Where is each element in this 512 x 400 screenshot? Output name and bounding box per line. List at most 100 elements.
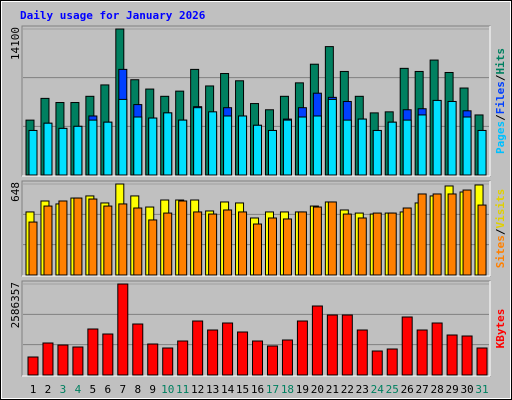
bar bbox=[461, 335, 473, 376]
legend-separator: / bbox=[494, 74, 507, 81]
x-tick-label: 20 bbox=[311, 383, 324, 396]
bar bbox=[312, 115, 322, 176]
bar bbox=[462, 189, 472, 276]
bar bbox=[58, 127, 68, 176]
x-tick-label: 26 bbox=[401, 383, 414, 396]
bar bbox=[58, 200, 68, 276]
bar bbox=[238, 211, 248, 276]
bar bbox=[371, 350, 383, 376]
x-tick-label: 8 bbox=[134, 383, 141, 396]
bar bbox=[28, 129, 38, 176]
bar bbox=[447, 193, 457, 276]
bar bbox=[327, 98, 337, 176]
bar bbox=[222, 322, 234, 376]
bar bbox=[342, 213, 352, 276]
bar bbox=[73, 125, 83, 176]
bar bbox=[28, 221, 38, 276]
x-tick-label: 31 bbox=[475, 383, 488, 396]
legend: Sites/Visits bbox=[494, 189, 507, 269]
chart-title: Daily usage for January 2026 bbox=[20, 9, 206, 22]
bar bbox=[208, 111, 218, 176]
bar bbox=[402, 119, 412, 176]
x-tick-label: 4 bbox=[75, 383, 82, 396]
bar bbox=[118, 203, 128, 276]
bar bbox=[282, 218, 292, 276]
x-tick-label: 1 bbox=[30, 383, 37, 396]
bar bbox=[162, 347, 174, 376]
bar bbox=[476, 347, 488, 376]
x-tick-label: 9 bbox=[149, 383, 156, 396]
bar bbox=[281, 339, 293, 376]
x-tick-label: 15 bbox=[236, 383, 249, 396]
bar bbox=[88, 119, 98, 176]
bar bbox=[148, 117, 158, 176]
legend-entry: Sites bbox=[494, 235, 507, 268]
bar bbox=[72, 346, 84, 376]
bar bbox=[477, 204, 487, 276]
bar bbox=[297, 116, 307, 176]
bar bbox=[208, 213, 218, 276]
legend-entry: Hits bbox=[494, 48, 507, 75]
bar bbox=[401, 316, 413, 376]
bar bbox=[163, 212, 173, 276]
x-tick-label: 5 bbox=[90, 383, 97, 396]
bar bbox=[43, 205, 53, 276]
x-tick-label: 30 bbox=[460, 383, 473, 396]
bar bbox=[296, 320, 308, 376]
legend-entry: KBytes bbox=[494, 309, 507, 349]
bar bbox=[402, 207, 412, 276]
legend-entry: Visits bbox=[494, 189, 507, 229]
x-tick-label: 14 bbox=[221, 383, 235, 396]
bar bbox=[42, 342, 54, 376]
bar bbox=[133, 207, 143, 276]
y-tick-label: 14100 bbox=[9, 27, 22, 60]
x-tick-label: 3 bbox=[60, 383, 67, 396]
bar bbox=[192, 320, 204, 376]
bar bbox=[178, 200, 188, 276]
bar bbox=[193, 211, 203, 276]
x-tick-label: 28 bbox=[431, 383, 444, 396]
x-tick-label: 13 bbox=[206, 383, 219, 396]
bar bbox=[372, 212, 382, 276]
bar bbox=[477, 129, 487, 176]
legend: Pages/Files/Hits bbox=[494, 48, 507, 154]
bar bbox=[357, 217, 367, 276]
bar bbox=[178, 119, 188, 176]
x-tick-label: 21 bbox=[326, 383, 339, 396]
bar bbox=[43, 122, 53, 176]
bar bbox=[133, 116, 143, 176]
bar bbox=[253, 223, 263, 276]
bar bbox=[237, 331, 249, 376]
x-tick-label: 22 bbox=[341, 383, 354, 396]
bar bbox=[357, 118, 367, 176]
bar bbox=[148, 219, 158, 276]
bar bbox=[387, 121, 397, 176]
bar bbox=[267, 129, 277, 176]
bar bbox=[118, 98, 128, 176]
x-tick-label: 18 bbox=[281, 383, 294, 396]
bar bbox=[102, 333, 114, 376]
x-tick-label: 25 bbox=[386, 383, 399, 396]
bar bbox=[87, 328, 99, 376]
legend-entry: Pages bbox=[494, 121, 507, 154]
bar bbox=[446, 334, 458, 376]
bar bbox=[223, 115, 233, 176]
bar bbox=[462, 116, 472, 176]
bar bbox=[341, 314, 353, 376]
bar bbox=[88, 198, 98, 276]
bar bbox=[238, 115, 248, 176]
x-tick-label: 27 bbox=[416, 383, 429, 396]
y-tick-label: 2586357 bbox=[9, 282, 22, 328]
bar bbox=[57, 344, 69, 376]
bar bbox=[447, 100, 457, 176]
bar bbox=[386, 348, 398, 376]
x-tick-label: 10 bbox=[161, 383, 174, 396]
x-tick-label: 11 bbox=[176, 383, 189, 396]
bar bbox=[223, 209, 233, 276]
x-tick-label: 19 bbox=[296, 383, 309, 396]
x-tick-label: 6 bbox=[105, 383, 112, 396]
bar bbox=[326, 314, 338, 376]
bar bbox=[163, 112, 173, 176]
